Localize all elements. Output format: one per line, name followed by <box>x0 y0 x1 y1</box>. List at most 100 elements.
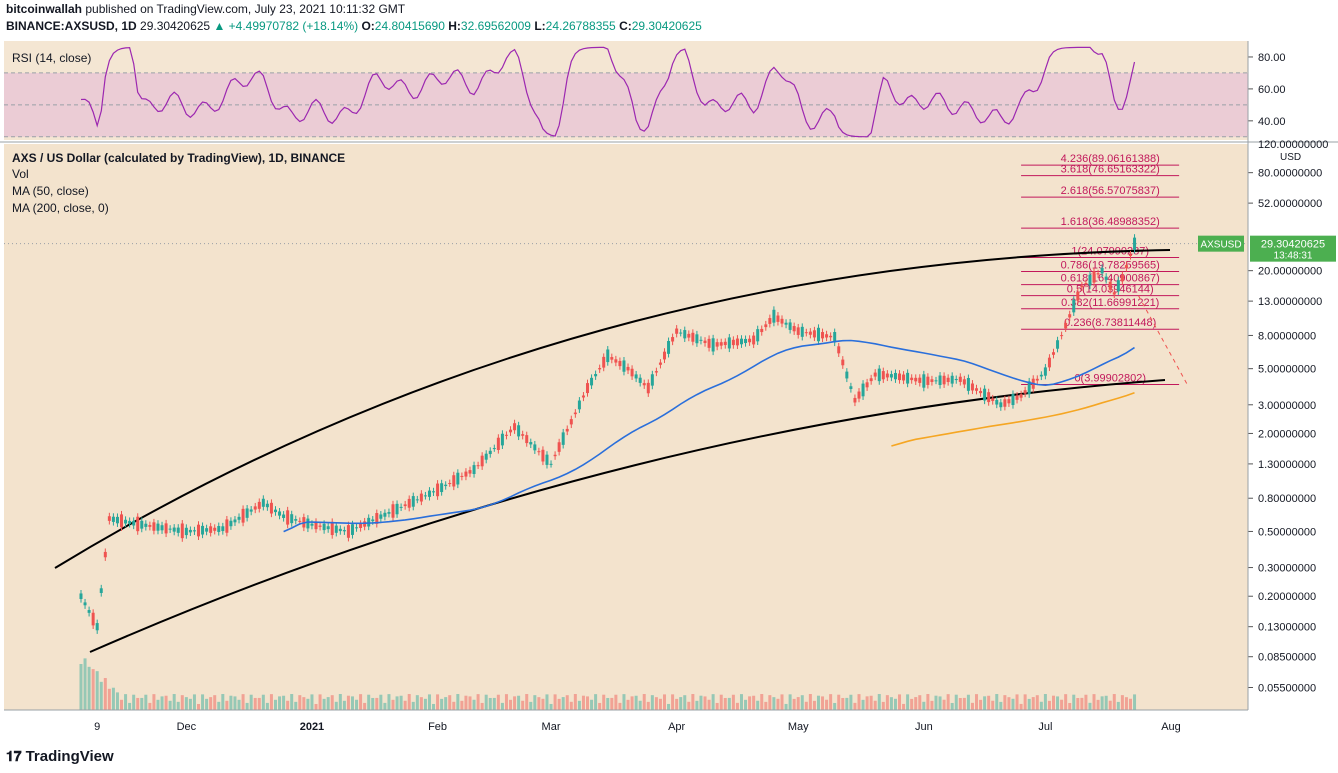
volume-bar <box>821 696 825 710</box>
candle-body <box>788 322 792 330</box>
candle-body <box>500 433 504 446</box>
candle-body <box>1120 275 1124 282</box>
candle-body <box>841 359 845 366</box>
candle-body <box>764 324 768 328</box>
candle-body <box>1027 381 1031 395</box>
volume-bar <box>387 694 391 710</box>
candle-body <box>533 444 537 451</box>
tradingview-logo-icon: 𝟏𝟕 <box>6 748 22 764</box>
candle-body <box>626 366 630 371</box>
legend-ma50[interactable]: MA (50, close) <box>12 184 89 198</box>
candle-body <box>784 322 788 325</box>
volume-bar <box>233 696 237 710</box>
candle-body <box>569 419 573 425</box>
volume-bar <box>310 694 314 710</box>
volume-bar <box>136 697 140 710</box>
candle-body <box>537 451 541 453</box>
candle-body <box>1019 394 1023 398</box>
candle-body <box>261 498 265 507</box>
candle-body <box>306 518 310 529</box>
volume-bar <box>885 695 889 710</box>
candle-body <box>719 342 723 346</box>
candle-body <box>1051 352 1055 355</box>
volume-bar <box>120 699 124 710</box>
open-value: 24.80415690 <box>374 19 445 33</box>
volume-bar <box>314 703 318 710</box>
price-tick-label: 52.00000000 <box>1258 198 1322 210</box>
volume-bar <box>249 694 253 710</box>
tradingview-footer[interactable]: 𝟏𝟕 TradingView <box>6 748 114 765</box>
volume-bar <box>845 697 849 710</box>
candle-body <box>346 525 350 538</box>
volume-bar <box>561 697 565 710</box>
ohlc-line: BINANCE:AXSUSD, 1D 29.30420625 ▲ +4.4997… <box>6 19 702 33</box>
volume-bar <box>1003 695 1007 710</box>
main-price-pane[interactable] <box>4 144 1248 710</box>
volume-bar <box>630 696 634 710</box>
volume-bar <box>727 697 731 710</box>
volume-bar <box>691 694 695 710</box>
volume-bar <box>91 669 95 710</box>
candle-body <box>873 372 877 377</box>
candle-body <box>314 521 318 530</box>
legend-vol[interactable]: Vol <box>12 167 29 181</box>
volume-bar <box>294 701 298 710</box>
volume-bar <box>711 694 715 710</box>
price-axis[interactable] <box>1248 41 1338 710</box>
candle-body <box>800 326 804 337</box>
volume-bar <box>115 692 119 710</box>
volume-bar <box>646 701 650 710</box>
volume-bar <box>213 695 217 710</box>
candle-body <box>561 432 565 445</box>
rsi-tick-label: 80.00 <box>1258 52 1286 64</box>
volume-bar <box>1039 701 1043 710</box>
candle-body <box>630 368 634 377</box>
main-title[interactable]: AXS / US Dollar (calculated by TradingVi… <box>12 151 346 165</box>
volume-bar <box>367 694 371 710</box>
volume-bar <box>549 703 553 710</box>
volume-bar <box>812 700 816 710</box>
volume-bar <box>1060 699 1064 710</box>
candle-body <box>205 528 209 532</box>
volume-bar <box>363 702 367 710</box>
volume-bar <box>650 695 654 710</box>
volume-bar <box>488 697 492 710</box>
volume-bar <box>496 694 500 710</box>
volume-bar <box>942 699 946 710</box>
volume-bar <box>946 694 950 710</box>
time-axis[interactable] <box>4 710 1248 738</box>
candle-body <box>209 526 213 533</box>
candle-body <box>865 382 869 388</box>
volume-bar <box>573 694 577 710</box>
price-tick-label: 1.30000000 <box>1258 459 1316 471</box>
candle-body <box>545 454 549 465</box>
candle-body <box>995 399 999 405</box>
candle-body <box>217 526 221 532</box>
candle-body <box>926 376 930 385</box>
candle-body <box>1124 265 1128 269</box>
volume-bar <box>752 695 756 710</box>
volume-bar <box>1027 698 1031 710</box>
last-price: 29.30420625 <box>140 19 211 33</box>
candle-body <box>111 516 115 522</box>
rsi-legend[interactable]: RSI (14, close) <box>12 51 92 65</box>
candle-body <box>436 483 440 497</box>
volume-bar <box>423 698 427 710</box>
candle-body <box>898 373 902 381</box>
legend-ma200[interactable]: MA (200, close, 0) <box>12 201 109 215</box>
candle-body <box>853 397 857 403</box>
volume-bar <box>160 696 164 710</box>
candle-body <box>120 514 124 528</box>
candle-body <box>411 496 415 507</box>
candle-body <box>650 374 654 386</box>
low-value: 24.26788355 <box>545 19 616 33</box>
lower-channel-line <box>89 379 1166 653</box>
volume-bar <box>829 694 833 710</box>
volume-bar <box>610 697 614 710</box>
candle-body <box>594 374 598 377</box>
volume-bar <box>865 696 869 710</box>
time-tick-label: Dec <box>177 721 197 733</box>
volume-bar <box>849 694 853 710</box>
volume-bar <box>1056 696 1060 710</box>
